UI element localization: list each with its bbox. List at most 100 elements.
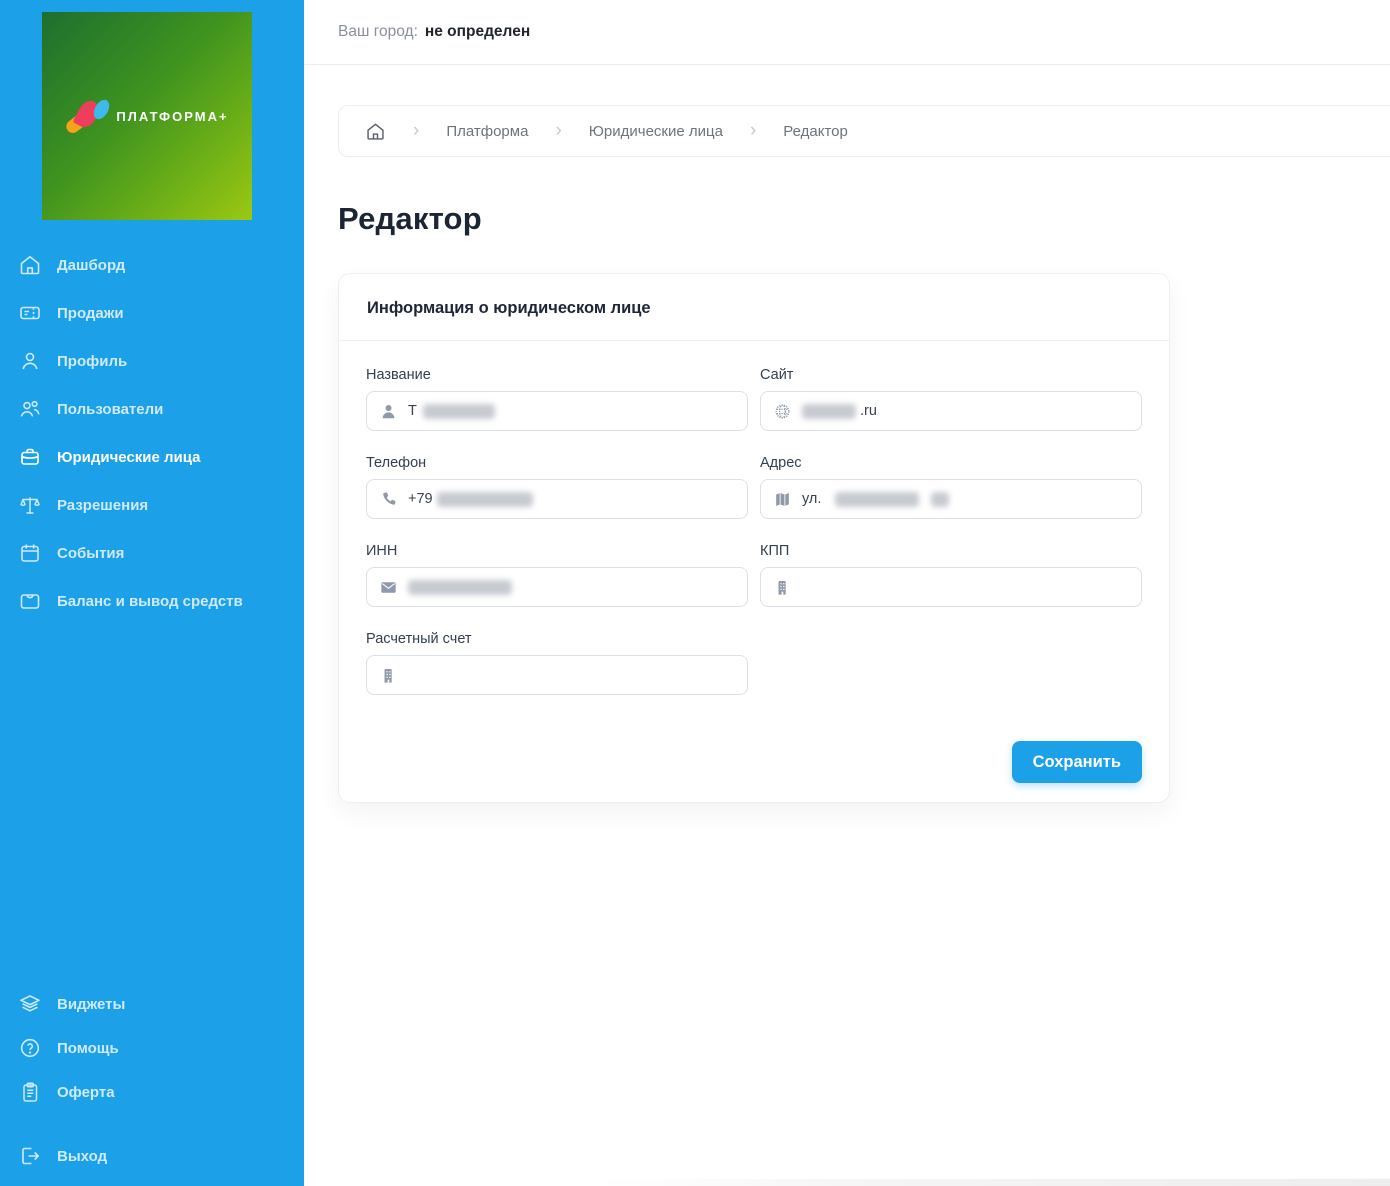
grid-spacer xyxy=(760,631,1142,695)
sidebar-item-legal-entities[interactable]: Юридические лица xyxy=(0,433,304,481)
phone-input[interactable]: +79 xyxy=(366,479,748,519)
sidebar-item-users[interactable]: Пользователи xyxy=(0,385,304,433)
sidebar-item-label: Продажи xyxy=(57,304,124,322)
redacted-value xyxy=(931,491,950,507)
field-label: Телефон xyxy=(366,455,427,471)
city-label: Ваш город: xyxy=(338,23,418,40)
save-button[interactable]: Сохранить xyxy=(1011,741,1142,783)
phone-field: Телефон +79 xyxy=(366,455,748,519)
input-value-prefix: ул. xyxy=(802,491,826,507)
person-icon xyxy=(382,404,395,418)
scales-icon xyxy=(18,493,42,517)
city-value[interactable]: не определен xyxy=(424,23,531,40)
legal-entity-card: Информация о юридическом лице Название T… xyxy=(338,273,1170,803)
sidebar-menu: Дашборд Продажи Профиль Пользователи xyxy=(0,241,304,625)
sidebar: ПЛАТФОРМА+ Дашборд Продажи Профиль xyxy=(0,0,304,1186)
kpp-field: КПП xyxy=(760,543,1142,607)
card-title: Информация о юридическом лице xyxy=(339,274,1169,341)
sidebar-item-label: Пользователи xyxy=(57,400,164,418)
input-value-prefix: +79 xyxy=(408,491,433,507)
sidebar-item-label: Выход xyxy=(57,1147,108,1165)
logout-icon xyxy=(18,1144,42,1168)
card-footer: Сохранить xyxy=(339,695,1169,802)
envelope-icon xyxy=(381,581,396,593)
website-field: Сайт .ru xyxy=(760,367,1142,431)
name-field: Название T xyxy=(366,367,748,431)
logo-text: ПЛАТФОРМА+ xyxy=(116,108,229,124)
home-icon xyxy=(18,253,42,277)
sidebar-item-events[interactable]: События xyxy=(0,529,304,577)
field-label: Адрес xyxy=(760,455,802,471)
redacted-value xyxy=(835,491,920,507)
page-content: › Платформа › Юридические лица › Редакто… xyxy=(304,65,1390,803)
redacted-value xyxy=(802,403,856,419)
topbar: Ваш город: не определен xyxy=(304,0,1390,65)
sidebar-item-profile[interactable]: Профиль xyxy=(0,337,304,385)
breadcrumb-item-platform[interactable]: Платформа xyxy=(446,122,529,140)
sidebar-item-offer[interactable]: Оферта xyxy=(0,1070,304,1114)
address-input[interactable]: ул. xyxy=(760,479,1142,519)
kpp-input[interactable] xyxy=(760,567,1142,607)
sidebar-item-label: Баланс и вывод средств xyxy=(57,592,243,610)
field-label: ИНН xyxy=(366,543,398,559)
logo[interactable]: ПЛАТФОРМА+ xyxy=(42,12,252,220)
sidebar-item-label: Юридические лица xyxy=(57,448,201,466)
field-label: КПП xyxy=(760,543,790,559)
redacted-value xyxy=(422,403,495,419)
users-icon xyxy=(18,397,42,421)
sidebar-item-label: Помощь xyxy=(57,1039,119,1057)
breadcrumb-home-icon[interactable] xyxy=(365,121,386,142)
chevron-right-icon: › xyxy=(413,119,420,141)
chevron-right-icon: › xyxy=(555,119,562,141)
sidebar-item-widgets[interactable]: Виджеты xyxy=(0,982,304,1026)
globe-icon xyxy=(775,403,790,419)
website-input[interactable]: .ru xyxy=(760,391,1142,431)
layers-icon xyxy=(18,992,42,1016)
sidebar-item-label: Виджеты xyxy=(57,995,126,1013)
field-label: Название xyxy=(366,367,431,383)
sidebar-item-help[interactable]: Помощь xyxy=(0,1026,304,1070)
calendar-icon xyxy=(18,541,42,565)
briefcase-icon xyxy=(18,445,42,469)
account-field: Расчетный счет xyxy=(366,631,748,695)
input-value-suffix: .ru xyxy=(860,403,877,419)
map-icon xyxy=(776,492,789,506)
sidebar-item-label: Оферта xyxy=(57,1083,115,1101)
breadcrumb-item-editor: Редактор xyxy=(783,122,848,140)
legal-entity-form: Название T Сайт .ru xyxy=(339,341,1169,695)
sidebar-item-label: Дашборд xyxy=(57,256,126,274)
breadcrumb-item-legal-entities[interactable]: Юридические лица xyxy=(588,122,723,140)
sidebar-item-label: Профиль xyxy=(57,352,128,370)
account-input[interactable] xyxy=(366,655,748,695)
sidebar-item-dashboard[interactable]: Дашборд xyxy=(0,241,304,289)
field-label: Сайт xyxy=(760,367,794,383)
page-title: Редактор xyxy=(338,201,482,236)
input-value-prefix: T xyxy=(408,403,417,419)
building-icon xyxy=(384,668,392,683)
inn-field: ИНН xyxy=(366,543,748,607)
inn-input[interactable] xyxy=(366,567,748,607)
redacted-value xyxy=(436,491,533,507)
building-icon xyxy=(778,580,786,595)
wallet-icon xyxy=(18,589,42,613)
bottom-shadow xyxy=(594,1179,1390,1186)
phone-icon xyxy=(383,492,396,505)
user-icon xyxy=(18,349,42,373)
sidebar-secondary-menu: Виджеты Помощь Оферта xyxy=(0,982,304,1114)
sidebar-item-label: События xyxy=(57,544,125,562)
sidebar-item-logout[interactable]: Выход xyxy=(0,1132,304,1180)
document-icon xyxy=(18,1080,42,1104)
main-area: Ваш город: не определен › Платформа › Юр… xyxy=(304,0,1390,1186)
name-input[interactable]: T xyxy=(366,391,748,431)
field-label: Расчетный счет xyxy=(366,631,472,647)
sidebar-item-label: Разрешения xyxy=(57,496,149,514)
sidebar-item-permissions[interactable]: Разрешения xyxy=(0,481,304,529)
sidebar-item-balance[interactable]: Баланс и вывод средств xyxy=(0,577,304,625)
address-field: Адрес ул. xyxy=(760,455,1142,519)
help-icon xyxy=(18,1036,42,1060)
redacted-value xyxy=(408,579,512,595)
sidebar-item-sales[interactable]: Продажи xyxy=(0,289,304,337)
breadcrumb: › Платформа › Юридические лица › Редакто… xyxy=(338,105,1390,157)
chevron-right-icon: › xyxy=(749,119,757,141)
